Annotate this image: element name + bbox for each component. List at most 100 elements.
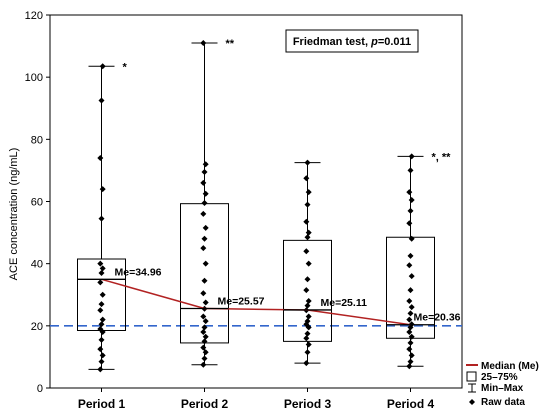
raw-data-point [304,234,311,241]
annotation-box [285,29,419,53]
raw-data-point [202,224,209,231]
median-label: Me=25.11 [321,297,368,309]
y-axis-label: ACE concentration (ng/mL) [8,148,20,281]
raw-data-point [200,245,207,252]
significance-marker: ** [226,38,235,50]
raw-data-point [303,335,310,342]
y-tick-label: 60 [31,197,43,209]
raw-data-point [200,313,207,320]
raw-data-point [99,352,106,359]
raw-data-point [201,355,208,362]
raw-data-point [201,235,208,242]
raw-data-point [97,346,104,353]
raw-data-point [408,196,415,203]
legend-iqr-label: 25–75% [481,372,518,383]
y-tick-label: 20 [31,321,43,333]
raw-data-point [303,360,310,367]
raw-data-point [202,260,209,267]
raw-data-point [408,273,415,280]
significance-marker: *, ** [432,151,452,163]
raw-data-point [305,313,312,320]
legend-minmax-label: Min–Max [481,383,524,394]
raw-data-point [304,349,311,356]
raw-data-point [97,154,104,161]
raw-data-point [200,290,207,297]
raw-data-point [406,262,413,269]
raw-data-point [99,291,106,298]
raw-data-point [406,329,413,336]
raw-data-point [406,189,413,196]
raw-data-point [303,248,310,255]
plot-frame [49,14,463,389]
legend-raw-label: Raw data [481,397,525,408]
raw-data-point [406,220,413,227]
raw-data-point [200,179,207,186]
raw-data-point [304,318,311,325]
raw-data-point [407,287,414,294]
raw-data-point [97,307,104,314]
friedman-test-annotation: Friedman test, p=0.011 [285,29,419,53]
raw-data-point [200,329,207,336]
raw-data-point [305,229,312,236]
plot-area: 0 20 40 60 80 100 120 Period 1 * Period 2 ** Period… [25,10,463,411]
raw-data-point [98,321,105,328]
median-label: Me=34.96 [115,266,162,278]
raw-data-point [200,344,207,351]
raw-data-point [407,252,414,259]
raw-data-point [202,349,209,356]
y-tick-label: 100 [25,72,43,84]
raw-data-point [201,338,208,345]
raw-data-point [408,235,415,242]
raw-data-point [200,361,207,368]
y-tick-label: 0 [37,383,43,395]
raw-data-point [303,218,310,225]
raw-data-point [97,325,104,332]
raw-data-point [408,352,415,359]
y-tick-label: 40 [31,259,43,271]
raw-data-point [97,260,104,267]
y-tick-label: 80 [31,134,43,146]
raw-data-point [99,316,106,323]
raw-data-point [99,63,106,70]
raw-data-point [201,200,208,207]
raw-data-point [202,190,209,197]
x-tick-label: Period 2 [181,397,229,411]
raw-data-point [407,207,414,214]
raw-data-point [99,265,106,272]
raw-data-point [98,301,105,308]
raw-data-point [304,159,311,166]
raw-data-point [304,276,311,283]
raw-data-point [98,269,105,276]
raw-data-point [304,330,311,337]
legend-median-label: Median (Me) [481,361,539,372]
iqr-box [283,239,332,342]
raw-data-point [406,297,413,304]
raw-data-point [200,39,207,46]
raw-data-point [408,153,415,160]
raw-data-point [98,358,105,365]
raw-data-point [303,287,310,294]
raw-data-point [201,277,208,284]
raw-data-point [305,297,312,304]
raw-data-point [99,186,106,193]
raw-data-point [304,302,311,309]
raw-data-point [98,215,105,222]
raw-data-point [305,341,312,348]
raw-data-point [407,310,414,317]
raw-data-point [202,333,209,340]
raw-data-point [98,97,105,104]
x-tick-label: Period 1 [78,397,126,411]
raw-data-point [201,324,208,331]
median-trend-segment [101,278,205,310]
significance-marker: * [123,61,128,73]
legend-raw-swatch [469,399,475,405]
raw-data-point [303,175,310,182]
raw-data-point [408,304,415,311]
x-tick-label: Period 4 [387,397,435,411]
x-tick-label: Period 3 [284,397,332,411]
raw-data-point [407,358,414,365]
raw-data-point [305,189,312,196]
raw-data-point [200,210,207,217]
raw-data-point [305,260,312,267]
